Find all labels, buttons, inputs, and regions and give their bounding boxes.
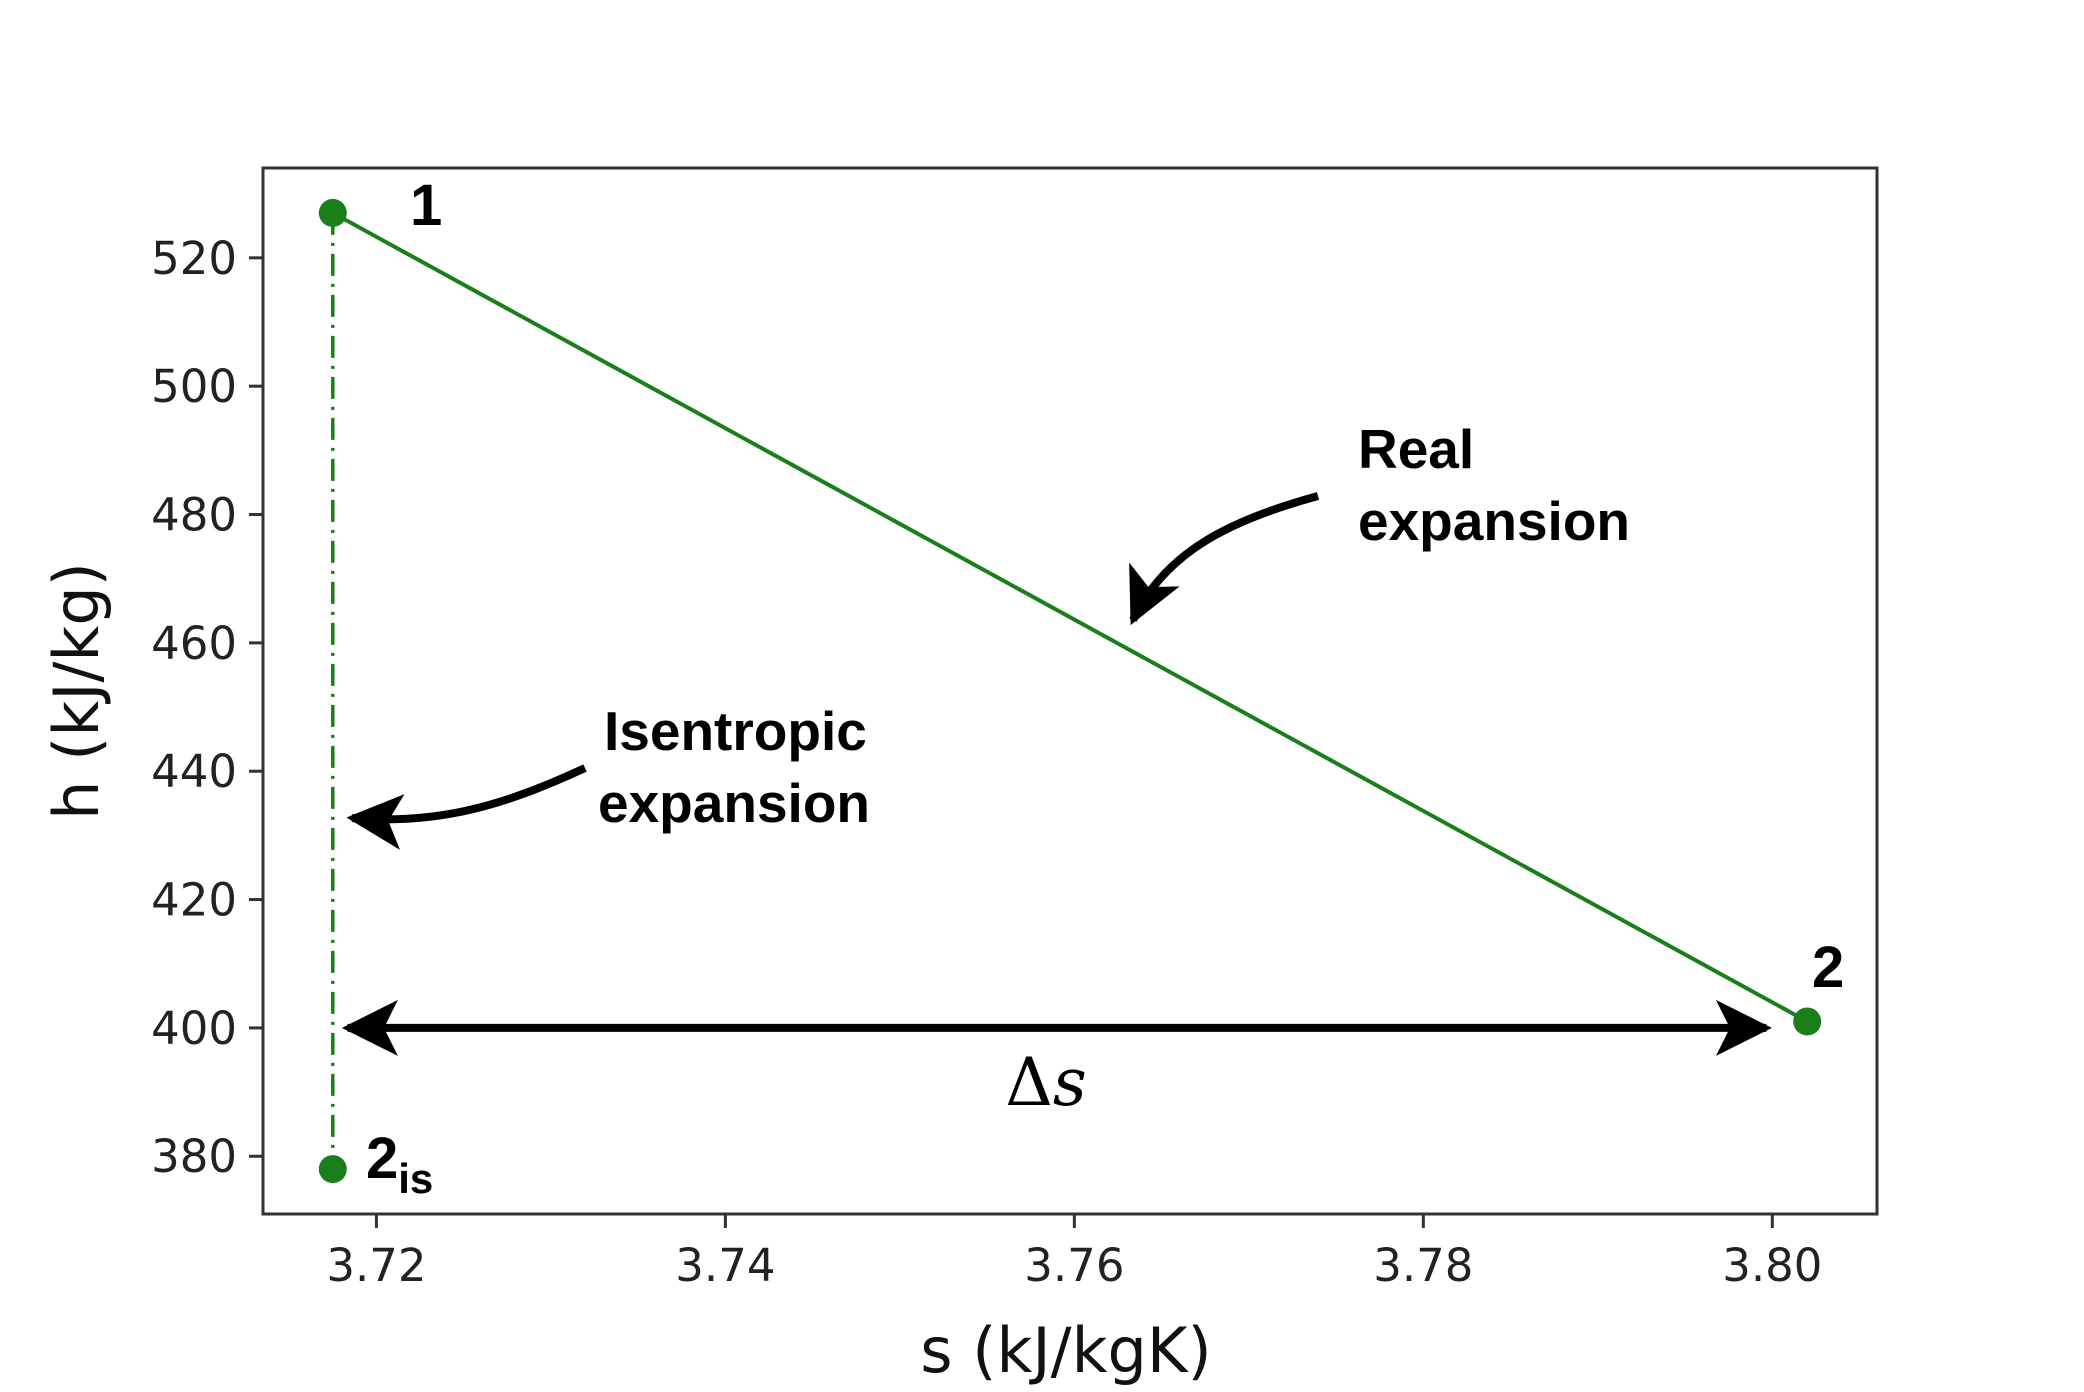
x-axis-label: s (kJ/kgK) [920, 1314, 1211, 1387]
x-axis-ticks: 3.72 3.74 3.76 3.78 3.80 [326, 1214, 1822, 1292]
isentropic-expansion-arrow [346, 764, 587, 850]
plot-area [261, 166, 1879, 1216]
y-tick-label: 440 [151, 745, 237, 798]
state-point-1 [318, 198, 347, 227]
y-tick-label: 380 [151, 1130, 237, 1183]
real-expansion-arrow [1129, 492, 1320, 626]
x-tick-label: 3.78 [1373, 1239, 1473, 1292]
y-tick-label: 460 [151, 617, 237, 670]
y-axis-label: h (kJ/kg) [40, 562, 113, 820]
y-tick-label: 520 [151, 232, 237, 285]
delta-s-label: Δs [1005, 1044, 1087, 1121]
point-label-2is: 2is [366, 1126, 433, 1202]
y-tick-label: 480 [151, 489, 237, 542]
x-tick-label: 3.74 [675, 1239, 775, 1292]
real-expansion-label: Real expansion [1358, 418, 1630, 552]
state-point-2is [318, 1155, 347, 1184]
y-tick-label: 420 [151, 874, 237, 927]
x-tick-label: 3.80 [1722, 1239, 1822, 1292]
y-tick-label: 400 [151, 1002, 237, 1055]
y-axis-ticks: 380 400 420 440 460 480 500 520 [151, 232, 263, 1183]
point-label-2: 2 [1812, 935, 1844, 1000]
x-tick-label: 3.72 [326, 1239, 426, 1292]
y-tick-label: 500 [151, 360, 237, 413]
point-label-1: 1 [410, 173, 442, 238]
state-point-2 [1793, 1007, 1822, 1036]
isentropic-expansion-label: Isentropic expansion [598, 700, 882, 834]
real-expansion-line [331, 211, 1809, 1024]
x-tick-label: 3.76 [1024, 1239, 1124, 1292]
